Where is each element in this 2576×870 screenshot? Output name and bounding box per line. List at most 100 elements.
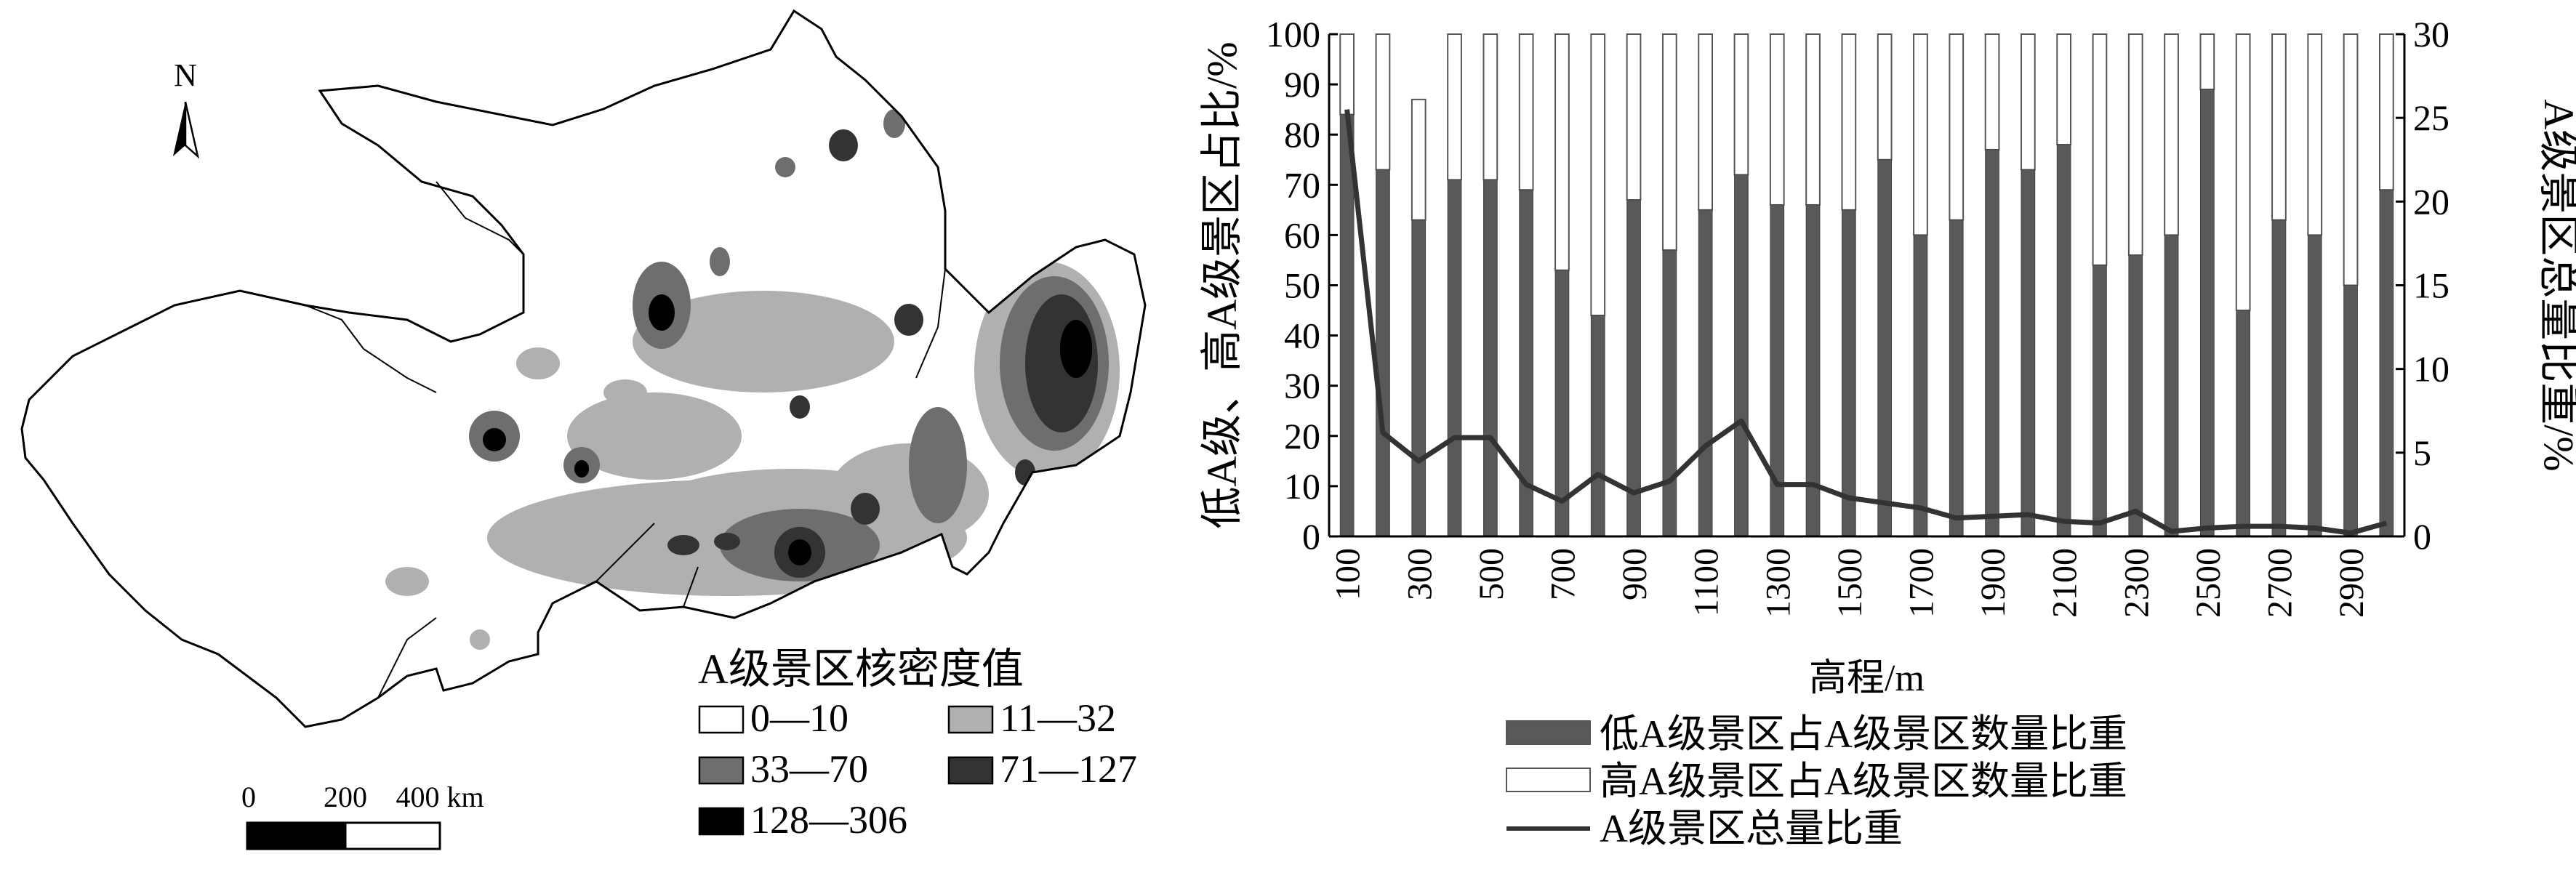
bar-low-a: [1590, 315, 1605, 537]
x-tick-label: 1700: [1902, 548, 1941, 618]
bar-high-a: [1554, 33, 1570, 271]
bar-high-a: [2127, 33, 2143, 257]
bar-high-a: [1984, 33, 2000, 150]
x-tick-label: 500: [1472, 548, 1511, 600]
bar-low-a: [1734, 174, 1749, 537]
y2-tick-label: 25: [2413, 97, 2449, 138]
x-tick-label: 1500: [1831, 548, 1869, 618]
inner-boundaries: [305, 181, 946, 698]
density-surface: [385, 109, 1120, 650]
scale-tick-label: 0: [241, 781, 256, 813]
y2-tick-label: 10: [2413, 349, 2449, 390]
map-legend-item: 11—32: [947, 696, 1116, 740]
bar-low-a: [2093, 265, 2107, 537]
y2-tick-label: 15: [2413, 265, 2449, 306]
bar-low-a: [1447, 179, 1462, 537]
bar-high-a: [1447, 33, 1462, 181]
kernel-density-map: N A级景区核密度值 0—10 11—32 33—70 71—127 128—3…: [20, 9, 1147, 850]
region-outline: [20, 9, 1147, 728]
bar-high-a: [1482, 33, 1498, 181]
legend-swatch-33-70: [698, 756, 745, 785]
y2-tick-label: 20: [2413, 181, 2449, 222]
legend-swatch-11-32: [947, 705, 994, 734]
legend-swatch-71-127: [947, 756, 994, 785]
bar-high-a: [2271, 33, 2287, 221]
x-axis-label: 高程/m: [1809, 658, 1925, 699]
x-tick-label: 2100: [2046, 548, 2085, 618]
bar-high-a: [1626, 33, 1642, 201]
y2-tick-label: 0: [2413, 516, 2431, 557]
y-tick-label: 100: [1266, 14, 1320, 55]
bar-high-a: [2378, 33, 2394, 191]
north-arrow-icon: N: [173, 57, 200, 159]
scale-tick-label: 200: [324, 781, 367, 813]
x-tick-label: 900: [1616, 548, 1654, 600]
scale-bar: 0 200 400 km: [241, 781, 484, 850]
x-tick-label: 100: [1329, 548, 1368, 600]
y-tick-label: 80: [1284, 114, 1320, 155]
bar-high-a: [2199, 33, 2215, 91]
bar-low-a: [2343, 285, 2358, 537]
bar-low-a: [1662, 249, 1677, 537]
bar-high-a: [1913, 33, 1928, 236]
bar-high-a: [1698, 33, 1714, 211]
bar-high-a: [2235, 33, 2251, 312]
kernel-density-map-panel: N A级景区核密度值 0—10 11—32 33—70 71—127 128—3…: [0, 0, 1236, 866]
bar-high-a: [2092, 33, 2108, 266]
bar-low-a: [1411, 219, 1427, 537]
map-legend-item: 0—10: [698, 696, 848, 740]
line-total-share: [1344, 109, 2388, 536]
bar-high-a: [1411, 98, 1427, 221]
bar-high-a: [2343, 33, 2359, 286]
bar-high-a: [1661, 33, 1677, 251]
bar-high-a: [1339, 33, 1355, 116]
legend-label: 128—306: [750, 798, 907, 842]
map-legend-item: 33—70: [698, 747, 868, 791]
bar-low-a: [2199, 89, 2215, 537]
y2-tick-label: 5: [2413, 432, 2431, 473]
y-tick-label: 50: [1284, 265, 1320, 306]
legend-swatch: [1506, 768, 1591, 792]
map-legend-item: 128—306: [698, 798, 907, 842]
x-tick-label: 2500: [2189, 548, 2228, 618]
y-axis-label: 低A级、高A级景区占比/%: [1198, 41, 1245, 528]
x-tick-label: 300: [1400, 548, 1439, 600]
bar-high-a: [1805, 33, 1821, 206]
legend-label: 33—70: [750, 747, 868, 791]
legend-label: 11—32: [1000, 696, 1116, 740]
legend-label: 0—10: [750, 696, 848, 740]
north-label: N: [174, 57, 197, 93]
x-tick-label: 2900: [2332, 548, 2371, 618]
y2-tick-label: 30: [2413, 14, 2449, 55]
legend-label: 低A级景区占A级景区数量比重: [1600, 712, 2127, 756]
bar-low-a: [1339, 114, 1355, 537]
bar-low-a: [1482, 179, 1498, 537]
legend-label: 高A级景区占A级景区数量比重: [1600, 760, 2127, 803]
bar-low-a: [2236, 310, 2251, 537]
bar-low-a: [1877, 159, 1893, 537]
x-tick-label: 700: [1544, 548, 1582, 600]
bar-high-a: [2164, 33, 2179, 236]
map-legend-item: 71—127: [947, 747, 1137, 791]
bar-high-a: [1841, 33, 1857, 211]
bar-low-a: [1913, 234, 1928, 537]
legend-swatch-128-306: [698, 807, 745, 836]
bar-low-a: [2056, 144, 2071, 537]
y-tick-label: 30: [1284, 366, 1320, 406]
map-legend-title: A级景区核密度值: [698, 645, 1024, 693]
y-tick-label: 90: [1284, 64, 1320, 105]
bar-high-a: [1877, 33, 1893, 161]
bar-high-a: [2307, 33, 2323, 236]
bar-low-a: [1949, 219, 1964, 537]
bar-low-a: [1985, 149, 1999, 537]
scale-tick-label: 400 km: [396, 781, 483, 813]
bar-high-a: [1949, 33, 1965, 221]
bar-low-a: [1376, 169, 1390, 537]
legend-swatch-0-10: [698, 705, 745, 734]
bar-low-a: [2271, 219, 2287, 537]
bar-low-a: [2021, 169, 2036, 537]
y-tick-label: 20: [1284, 416, 1320, 456]
bar-high-a: [2056, 33, 2072, 146]
